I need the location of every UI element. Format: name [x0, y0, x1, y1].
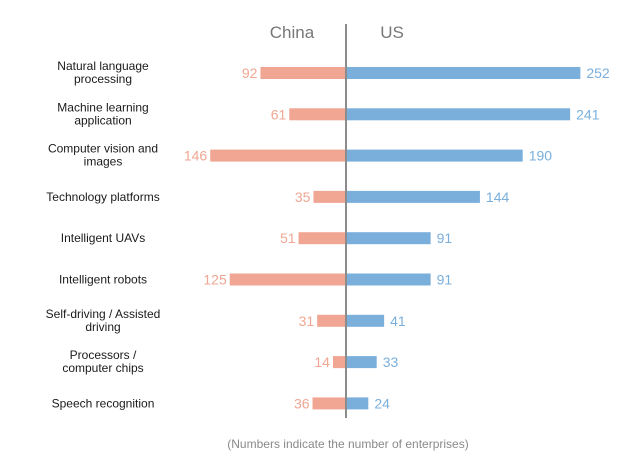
bar-us-speech-recognition [346, 397, 369, 410]
category-label-self-driving-assisted-driving: Self-driving / Assisted driving [46, 307, 161, 334]
value-label-us-intelligent-robots: 91 [437, 272, 453, 288]
bars-layer: Natural language processing 92 252 Machine l… [46, 59, 610, 411]
category-label-line: computer chips [62, 361, 143, 375]
chart-footnote: (Numbers indicate the number of enterpri… [227, 437, 468, 451]
category-label-line: Speech recognition [52, 396, 155, 410]
category-label-processors-computer-chips: Processors / computer chips [62, 348, 143, 375]
category-label-computer-vision-and-images: Computer vision and images [48, 142, 158, 169]
bar-us-intelligent-robots [346, 273, 431, 286]
bar-china-natural-language-processing [260, 67, 346, 79]
category-label-technology-platforms: Technology platforms [46, 190, 159, 204]
value-label-us-speech-recognition: 24 [374, 395, 390, 411]
value-label-china-speech-recognition: 36 [294, 395, 310, 411]
series-header-china: China [270, 23, 315, 42]
value-label-china-intelligent-uavs: 51 [280, 230, 296, 246]
bar-us-natural-language-processing [346, 67, 581, 79]
category-label-line: processing [74, 72, 132, 86]
category-label-intelligent-uavs: Intelligent UAVs [61, 231, 146, 245]
value-label-us-machine-learning-application: 241 [576, 106, 600, 122]
value-label-us-self-driving-assisted-driving: 41 [390, 313, 406, 329]
value-label-us-intelligent-uavs: 91 [437, 230, 453, 246]
category-label-line: Computer vision and [48, 142, 158, 156]
bar-china-technology-platforms [313, 190, 346, 203]
category-label-line: Machine learning [57, 100, 148, 114]
value-label-china-natural-language-processing: 92 [242, 65, 258, 81]
bar-us-intelligent-uavs [346, 232, 431, 245]
category-label-line: Intelligent UAVs [61, 231, 146, 245]
category-label-speech-recognition: Speech recognition [52, 396, 155, 410]
bar-us-self-driving-assisted-driving [346, 314, 385, 327]
value-label-us-processors-computer-chips: 33 [383, 354, 399, 370]
category-label-line: Natural language [57, 59, 149, 73]
bar-china-processors-computer-chips [332, 356, 346, 369]
series-header-us: US [380, 23, 404, 42]
bar-us-computer-vision-and-images [346, 149, 523, 162]
bar-china-computer-vision-and-images [210, 149, 346, 162]
value-label-us-natural-language-processing: 252 [586, 65, 610, 81]
value-label-china-computer-vision-and-images: 146 [184, 148, 208, 164]
category-label-line: images [84, 155, 123, 169]
category-label-line: application [74, 113, 131, 127]
value-label-china-machine-learning-application: 61 [271, 106, 287, 122]
bar-china-intelligent-uavs [298, 232, 346, 245]
bar-china-intelligent-robots [229, 273, 346, 286]
bar-us-machine-learning-application [346, 108, 571, 121]
category-label-intelligent-robots: Intelligent robots [59, 273, 147, 287]
category-label-line: Technology platforms [46, 190, 159, 204]
value-label-china-technology-platforms: 35 [295, 189, 311, 205]
value-label-china-processors-computer-chips: 14 [314, 354, 330, 370]
value-label-us-computer-vision-and-images: 190 [529, 148, 553, 164]
value-label-china-self-driving-assisted-driving: 31 [299, 313, 315, 329]
category-label-natural-language-processing: Natural language processing [57, 59, 149, 86]
category-label-line: Self-driving / Assisted [46, 307, 161, 321]
category-label-line: driving [85, 320, 120, 334]
bar-china-machine-learning-application [289, 108, 346, 121]
category-label-line: Processors / [70, 348, 137, 362]
bar-china-speech-recognition [312, 397, 346, 410]
value-label-china-intelligent-robots: 125 [203, 272, 227, 288]
category-label-machine-learning-application: Machine learning application [57, 100, 148, 127]
value-label-us-technology-platforms: 144 [486, 189, 510, 205]
bar-us-processors-computer-chips [346, 356, 377, 369]
bar-us-technology-platforms [346, 190, 480, 203]
bar-china-self-driving-assisted-driving [317, 314, 346, 327]
category-label-line: Intelligent robots [59, 273, 147, 287]
